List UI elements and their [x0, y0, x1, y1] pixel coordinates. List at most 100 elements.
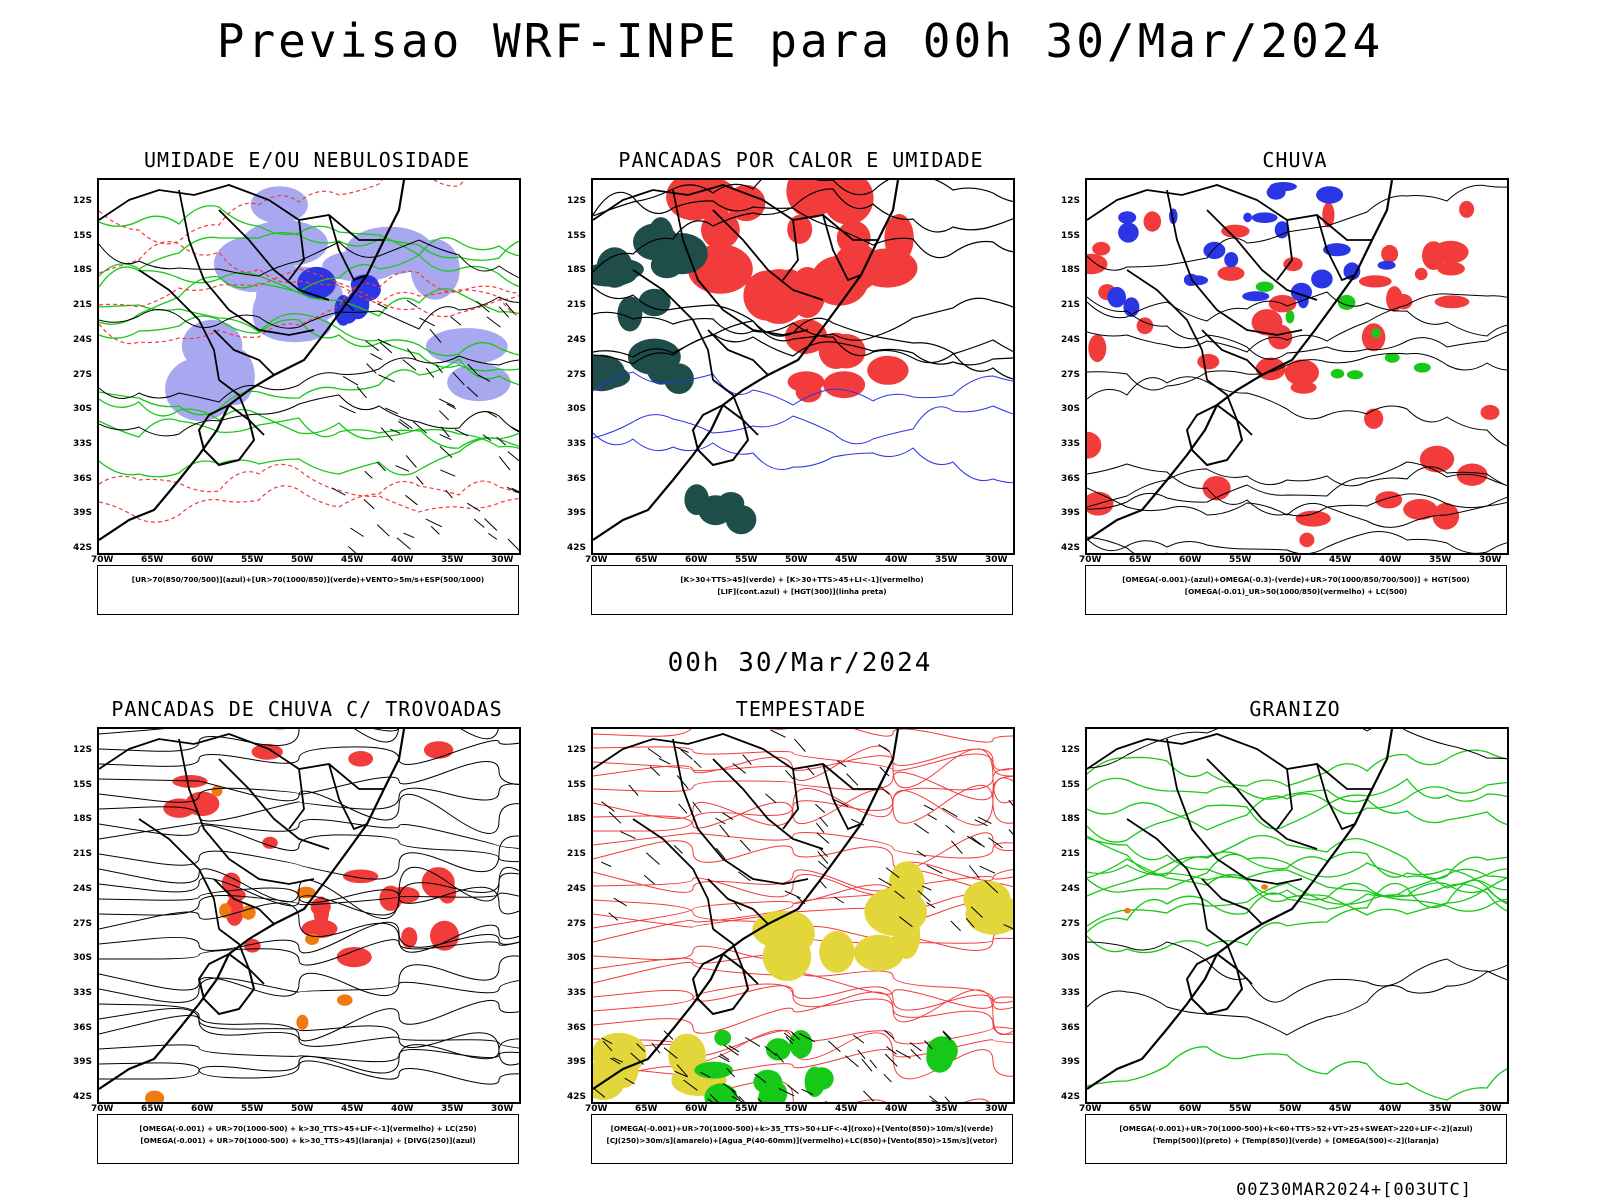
legend-line: [K>30+TTS>45](verde) + [K>30+TTS>45+LI<-… — [680, 575, 924, 584]
shaded-area — [926, 1042, 954, 1073]
latitude-label: 30S — [567, 953, 587, 964]
run-time-label: 00Z30MAR2024+[003UTC] — [1236, 1180, 1472, 1200]
contour-line — [99, 437, 519, 478]
shaded-area — [726, 184, 766, 222]
contour-line — [1087, 858, 1507, 910]
shaded-area — [864, 887, 927, 936]
streamline — [99, 819, 519, 849]
contour-line — [1087, 1046, 1507, 1101]
longitude-label: 55W — [1229, 555, 1252, 565]
shaded-area — [252, 289, 284, 336]
shaded-area — [262, 836, 278, 849]
contour-line — [1087, 851, 1507, 905]
wind-vector — [482, 434, 492, 442]
wind-vector — [403, 532, 415, 539]
streamline — [593, 832, 1013, 859]
map-graphic — [1087, 180, 1507, 553]
shaded-area — [1358, 275, 1392, 288]
shaded-area — [1261, 884, 1268, 890]
latitude-label: 24S — [73, 334, 93, 345]
wind-vector — [608, 912, 619, 921]
contour-line — [1087, 536, 1168, 553]
longitude-label: 45W — [341, 555, 364, 565]
latitude-label: 18S — [73, 814, 93, 825]
panel-title: TEMPESTADE — [735, 697, 867, 721]
shaded-area — [1419, 445, 1455, 473]
wind-vector — [601, 801, 615, 812]
wind-vector — [816, 822, 825, 834]
shaded-area — [1361, 323, 1386, 352]
wind-vector — [951, 840, 963, 855]
contour-line — [99, 355, 519, 403]
streamline — [593, 985, 1013, 1011]
wind-vector — [366, 363, 377, 374]
contour-line — [99, 394, 519, 437]
streamline — [99, 902, 519, 953]
wind-vector — [926, 864, 943, 875]
forecast-map — [591, 727, 1015, 1104]
country-border — [632, 269, 714, 381]
longitude-label: 45W — [835, 1104, 858, 1114]
wind-vector — [376, 461, 386, 472]
shaded-area — [1284, 359, 1319, 386]
wind-vector — [899, 916, 913, 928]
wind-vector — [331, 487, 346, 496]
contour-line — [99, 270, 519, 345]
latitude-label: 21S — [567, 300, 587, 311]
map-legend: [K>30+TTS>45](verde) + [K>30+TTS>45+LI<-… — [591, 565, 1013, 615]
contour-line — [1087, 463, 1507, 517]
wind-vector — [364, 470, 373, 479]
wind-vector — [379, 342, 393, 354]
longitude-label: 70W — [91, 555, 114, 565]
longitude-label: 70W — [585, 555, 608, 565]
shaded-area — [1087, 253, 1108, 275]
latitude-label: 42S — [1061, 543, 1081, 553]
shaded-area — [593, 366, 631, 388]
legend-line: [OMEGA(-0.001)-(azul)+OMEGA(-0.3)-(verde… — [1122, 575, 1470, 584]
map-legend: [OMEGA(-0.001)+UR>70(1000-500)+k>35_TTS>… — [591, 1114, 1013, 1164]
shaded-area — [1437, 261, 1465, 276]
wind-vector — [965, 917, 975, 928]
country-border — [782, 768, 799, 830]
wind-vector — [733, 901, 742, 912]
longitude-label: 70W — [91, 1104, 114, 1114]
contour-line — [99, 237, 519, 325]
latitude-label: 21S — [567, 849, 587, 860]
wind-vector — [833, 896, 845, 904]
shaded-area — [854, 934, 904, 971]
contour-line — [99, 231, 519, 277]
shaded-area — [701, 210, 740, 249]
wind-vector — [745, 1036, 761, 1047]
contour-line — [1087, 964, 1507, 1036]
country-border — [197, 952, 256, 1016]
latitude-label: 39S — [567, 1057, 587, 1068]
wind-vector — [498, 306, 510, 318]
wind-vector — [861, 1058, 873, 1072]
panel-title: CHUVA — [1262, 148, 1328, 172]
streamline — [99, 892, 519, 916]
map-panel: PANCADAS POR CALOR E UMIDADE 12S 15S 18S 21S… — [541, 148, 1061, 618]
wind-vector — [486, 411, 498, 418]
contour-line — [1087, 749, 1507, 787]
wind-vector — [506, 486, 519, 494]
latitude-label: 36S — [567, 1022, 587, 1033]
country-border — [1206, 758, 1318, 850]
contour-line — [1087, 837, 1507, 912]
coastline — [99, 180, 406, 541]
wind-vector — [883, 1073, 892, 1083]
wind-vector — [406, 348, 417, 360]
legend-line: [OMEGA(-0.001)+UR>70(1000-500)+k>35_TTS>… — [610, 1124, 994, 1133]
contour-line — [99, 296, 519, 330]
shaded-area — [1243, 212, 1252, 223]
shaded-area — [447, 363, 511, 402]
wind-vector — [419, 317, 436, 327]
wind-vector — [731, 1095, 744, 1102]
wind-vector — [916, 850, 926, 858]
streamline — [99, 783, 519, 822]
wind-vector — [399, 418, 413, 429]
latitude-label: 27S — [1061, 369, 1081, 380]
longitude-label: 50W — [291, 555, 314, 565]
wind-vector — [910, 1049, 922, 1060]
wind-vector — [425, 367, 435, 378]
latitude-label: 42S — [567, 543, 587, 553]
